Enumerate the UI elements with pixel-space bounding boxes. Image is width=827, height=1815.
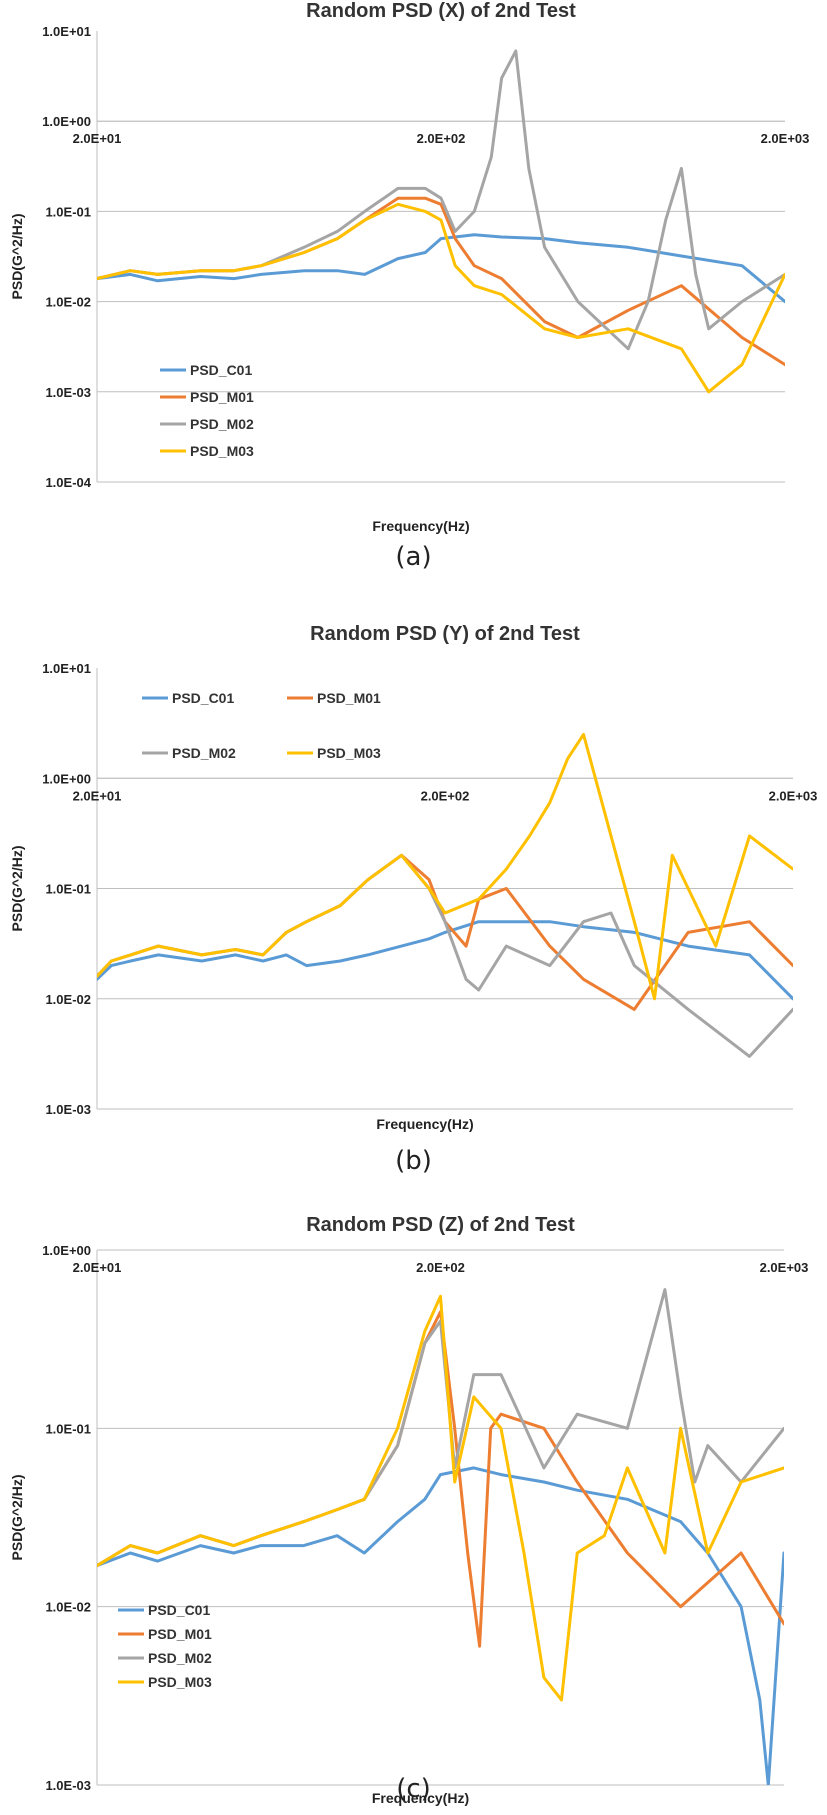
x-axis-label: Frequency(Hz) <box>376 1116 473 1132</box>
x-tick-label: 2.0E+01 <box>73 131 122 146</box>
y-tick-label: 1.0E+00 <box>42 114 91 129</box>
series-line-psd-m01 <box>97 1310 784 1648</box>
y-tick-label: 1.0E-02 <box>45 295 91 310</box>
legend-label-psd-m01: PSD_M01 <box>317 690 381 706</box>
legend-label-psd-m02: PSD_M02 <box>148 1650 212 1666</box>
chart-a: Random PSD (X) of 2nd Test 1.0E+01 1.0E+00… <box>9 0 810 534</box>
legend-label-psd-m01: PSD_M01 <box>148 1626 212 1642</box>
legend-label-psd-m01: PSD_M01 <box>190 389 254 405</box>
y-axis-label: PSD(G^2/Hz) <box>9 214 25 300</box>
y-tick-label: 1.0E-01 <box>45 204 91 219</box>
y-tick-label: 1.0E+01 <box>42 24 91 39</box>
series-line-psd-m02 <box>97 49 785 351</box>
series-line-psd-m03 <box>97 202 785 394</box>
legend-label-psd-c01: PSD_C01 <box>172 690 234 706</box>
x-tick-label: 2.0E+01 <box>73 788 122 803</box>
legend-label-psd-c01: PSD_C01 <box>190 362 252 378</box>
series-line-psd-c01 <box>97 233 785 304</box>
x-tick-label: 2.0E+03 <box>760 1260 809 1275</box>
chart-title-c: Random PSD (Z) of 2nd Test <box>306 1214 575 1236</box>
y-axis-label: PSD(G^2/Hz) <box>9 846 25 932</box>
legend-label-psd-m02: PSD_M02 <box>190 416 254 432</box>
legend-label-psd-m03: PSD_M03 <box>317 745 381 761</box>
y-tick-label: 1.0E-03 <box>45 1778 91 1793</box>
chart-panel-c: Random PSD (Z) of 2nd Test 1.0E+00 1.0E-01… <box>0 1210 827 1815</box>
y-tick-label: 1.0E-03 <box>45 385 91 400</box>
y-tick-label: 1.0E-01 <box>45 882 91 897</box>
x-tick-label: 2.0E+02 <box>417 131 466 146</box>
y-tick-label: 1.0E+00 <box>42 1243 91 1258</box>
y-tick-label: 1.0E+01 <box>42 661 91 676</box>
chart-panel-a: Random PSD (X) of 2nd Test 1.0E+01 1.0E+00… <box>0 0 827 590</box>
caption-b: (b) <box>395 1146 432 1176</box>
legend-label-psd-m03: PSD_M03 <box>190 443 254 459</box>
x-tick-label: 2.0E+03 <box>769 788 818 803</box>
y-axis-label: PSD(G^2/Hz) <box>9 1475 25 1561</box>
chart-b: Random PSD (Y) of 2nd Test 1.0E+01 1.0E+00… <box>9 623 818 1132</box>
legend-label-psd-m02: PSD_M02 <box>172 745 236 761</box>
caption-a: (a) <box>395 542 432 572</box>
legend-label-psd-c01: PSD_C01 <box>148 1602 210 1618</box>
series-line-psd-c01 <box>97 920 793 1001</box>
y-tick-label: 1.0E-03 <box>45 1102 91 1117</box>
chart-title-a: Random PSD (X) of 2nd Test <box>306 0 576 22</box>
x-axis-label: Frequency(Hz) <box>372 518 469 534</box>
series-line-psd-m03 <box>97 732 793 1001</box>
series-line-psd-m03 <box>97 1294 784 1702</box>
y-tick-label: 1.0E-01 <box>45 1421 91 1436</box>
x-tick-label: 2.0E+02 <box>421 788 470 803</box>
y-tick-label: 1.0E+00 <box>42 771 91 786</box>
x-tick-label: 2.0E+02 <box>416 1260 465 1275</box>
chart-c: Random PSD (Z) of 2nd Test 1.0E+00 1.0E-01… <box>9 1214 809 1806</box>
y-tick-label: 1.0E-02 <box>45 992 91 1007</box>
x-axis-label: Frequency(Hz) <box>372 1790 469 1806</box>
x-tick-label: 2.0E+03 <box>761 131 810 146</box>
caption-c: (c) <box>396 1774 431 1804</box>
chart-title-b: Random PSD (Y) of 2nd Test <box>310 623 580 645</box>
y-tick-label: 1.0E-02 <box>45 1600 91 1615</box>
y-tick-label: 1.0E-04 <box>45 475 91 490</box>
x-tick-label: 2.0E+01 <box>73 1260 122 1275</box>
chart-panel-b: Random PSD (Y) of 2nd Test 1.0E+01 1.0E+00… <box>0 615 827 1205</box>
legend-label-psd-m03: PSD_M03 <box>148 1674 212 1690</box>
